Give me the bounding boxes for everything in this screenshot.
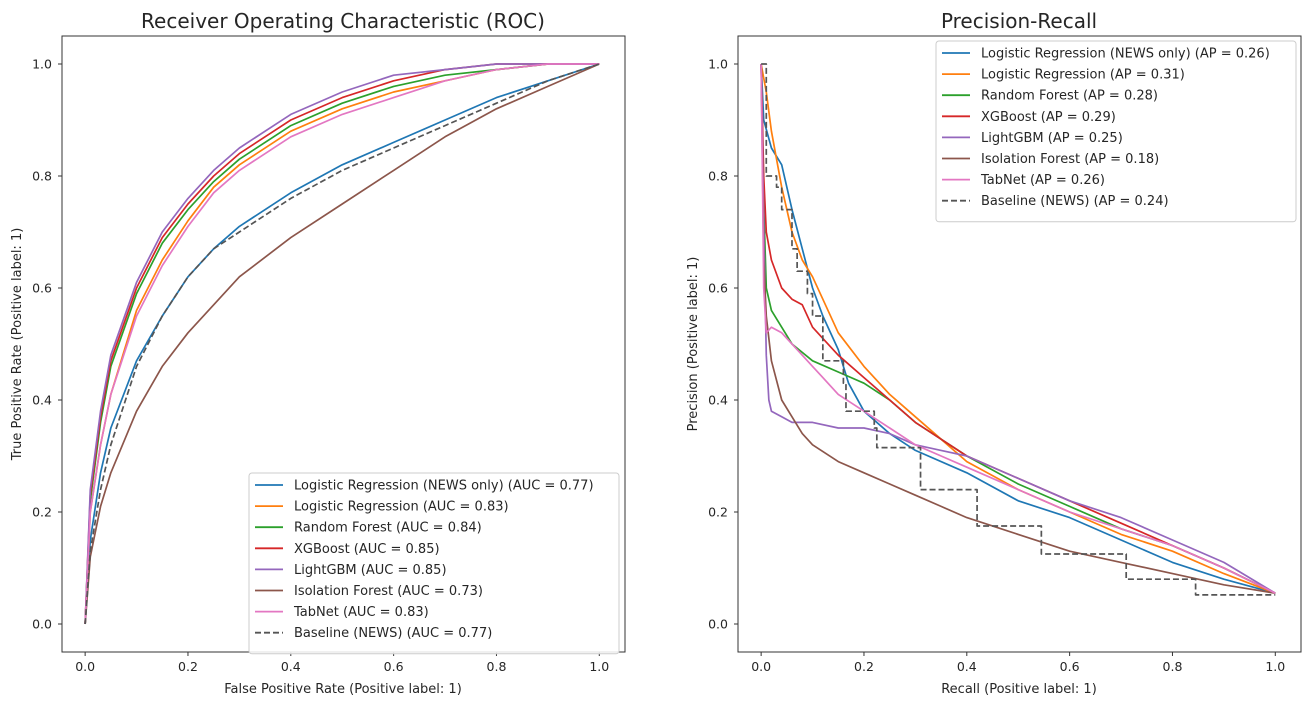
roc-y-tick-label: 0.8: [32, 169, 52, 184]
roc-x-tick-label: 0.2: [178, 659, 198, 674]
pr-plot-frame: [737, 35, 1302, 653]
roc-title: Receiver Operating Characteristic (ROC): [141, 9, 545, 33]
roc-x-tick-label: 0.6: [384, 659, 404, 674]
pr-x-tick-label: 0.4: [957, 659, 977, 674]
pr-x-tick-label: 0.2: [854, 659, 874, 674]
pr-legend-label-2: Random Forest (AP = 0.28): [981, 89, 1158, 104]
roc-y-tick-label: 0.6: [32, 281, 52, 296]
roc-legend-label-6: TabNet (AUC = 0.83): [293, 605, 429, 620]
pr-y-tick-label: 0.4: [708, 393, 728, 408]
pr-y-tick-label: 0.8: [708, 169, 728, 184]
roc-y-tick-label: 1.0: [32, 57, 52, 72]
roc-legend-label-3: XGBoost (AUC = 0.85): [294, 542, 440, 557]
roc-curves: [84, 63, 600, 625]
roc-x-label: False Positive Rate (Positive label: 1): [224, 682, 462, 697]
roc-x-tick-label: 0.8: [487, 659, 507, 674]
pr-y-tick-label: 1.0: [708, 57, 728, 72]
pr-x-tick-label: 0.6: [1060, 659, 1080, 674]
pr-title: Precision-Recall: [941, 9, 1097, 33]
pr-y-tick-label: 0.0: [708, 617, 728, 632]
roc-x-tick-label: 1.0: [589, 659, 609, 674]
pr-legend-label-5: Isolation Forest (AP = 0.18): [981, 152, 1159, 167]
pr-series-line-1: [760, 63, 1276, 594]
pr-legend-label-3: XGBoost (AP = 0.29): [981, 110, 1116, 125]
pr-legend-label-7: Baseline (NEWS) (AP = 0.24): [981, 194, 1169, 209]
roc-x-tick-label: 0.4: [281, 659, 301, 674]
roc-legend-label-2: Random Forest (AUC = 0.84): [294, 521, 482, 536]
roc-series-line-2: [84, 63, 600, 625]
roc-x-ticks: 0.0 0.2 0.4 0.6 0.8 1.0: [75, 652, 609, 674]
roc-series-line-5: [84, 63, 600, 625]
roc-y-tick-label: 0.4: [32, 393, 52, 408]
roc-legend: Logistic Regression (NEWS only) (AUC = 0…: [248, 472, 620, 655]
roc-legend-box: [248, 472, 620, 655]
roc-series-line-7: [84, 63, 600, 625]
roc-y-label: True Positive Rate (Positive label: 1): [10, 228, 25, 462]
pr-curves: [760, 63, 1276, 596]
pr-legend-label-4: LightGBM (AP = 0.25): [981, 131, 1123, 146]
roc-y-tick-label: 0.0: [32, 617, 52, 632]
pr-y-tick-label: 0.6: [708, 281, 728, 296]
pr-legend: Logistic Regression (NEWS only) (AP = 0.…: [935, 40, 1297, 223]
pr-series-line-7: [761, 63, 1276, 596]
roc-series-line-6: [84, 63, 600, 625]
pr-legend-box: [935, 40, 1297, 223]
roc-legend-label-5: Isolation Forest (AUC = 0.73): [294, 584, 483, 599]
roc-panel: Receiver Operating Characteristic (ROC) …: [10, 9, 626, 697]
pr-series-line-0: [760, 63, 1276, 595]
pr-x-tick-label: 0.0: [751, 659, 771, 674]
pr-y-ticks: 0.0 0.2 0.4 0.6 0.8 1.0: [708, 57, 738, 632]
pr-legend-label-1: Logistic Regression (AP = 0.31): [981, 68, 1185, 83]
pr-legend-label-0: Logistic Regression (NEWS only) (AP = 0.…: [981, 47, 1270, 62]
roc-legend-label-7: Baseline (NEWS) (AUC = 0.77): [294, 626, 492, 641]
pr-x-label: Recall (Positive label: 1): [941, 682, 1097, 697]
pr-series-line-3: [760, 63, 1276, 594]
pr-y-label: Precision (Positive label: 1): [686, 257, 701, 432]
roc-x-tick-label: 0.0: [75, 659, 95, 674]
pr-legend-label-6: TabNet (AP = 0.26): [980, 173, 1105, 188]
roc-series-line-4: [84, 63, 600, 625]
pr-series-line-5: [760, 63, 1276, 595]
roc-y-ticks: 0.0 0.2 0.4 0.6 0.8 1.0: [32, 57, 62, 632]
pr-x-tick-label: 1.0: [1265, 659, 1285, 674]
roc-legend-label-0: Logistic Regression (NEWS only) (AUC = 0…: [294, 479, 594, 494]
roc-series-line-0: [84, 63, 600, 625]
pr-y-tick-label: 0.2: [708, 505, 728, 520]
pr-x-ticks: 0.0 0.2 0.4 0.6 0.8 1.0: [751, 652, 1285, 674]
roc-legend-label-1: Logistic Regression (AUC = 0.83): [294, 500, 509, 515]
roc-legend-label-4: LightGBM (AUC = 0.85): [294, 563, 447, 578]
pr-x-tick-label: 0.8: [1163, 659, 1183, 674]
roc-y-tick-label: 0.2: [32, 505, 52, 520]
pr-panel: Precision-Recall 0.0 0.2 0.4 0.6 0.8 1.0 0.00…: [686, 9, 1302, 697]
